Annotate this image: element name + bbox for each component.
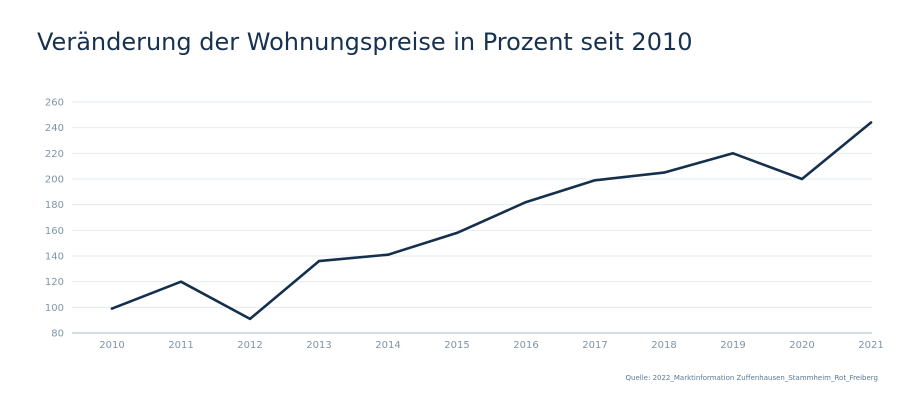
x-tick-label: 2020 [789, 340, 814, 351]
x-tick-label: 2012 [237, 340, 262, 351]
y-tick-label: 120 [45, 277, 64, 288]
data-point [386, 253, 390, 256]
x-tick-label: 2015 [444, 340, 469, 351]
data-point [317, 259, 321, 263]
x-tick-label: 2021 [858, 340, 883, 351]
data-point [455, 231, 459, 235]
data-point [593, 179, 597, 182]
x-axis-ticks: 2010 2011 2012 2013 2014 2015 2016 2017 2018 2019… [99, 340, 883, 351]
y-tick-label: 100 [45, 303, 64, 314]
chart-title: Veränderung der Wohnungspreise in Prozen… [37, 28, 693, 56]
y-tick-label: 220 [45, 149, 64, 160]
data-point [248, 317, 252, 321]
x-tick-label: 2014 [375, 340, 400, 351]
data-points [110, 121, 873, 321]
y-tick-label: 240 [45, 123, 64, 134]
data-point [731, 152, 735, 155]
x-tick-label: 2010 [99, 340, 124, 351]
x-tick-label: 2019 [720, 340, 745, 351]
x-tick-label: 2011 [168, 340, 193, 351]
data-point [869, 121, 873, 124]
data-point [662, 171, 666, 174]
data-point [800, 177, 804, 181]
y-tick-label: 140 [45, 252, 64, 263]
source-note: Quelle: 2022_Marktinformation Zuffenhaus… [625, 374, 878, 382]
y-tick-label: 80 [51, 329, 64, 340]
data-point [524, 200, 528, 204]
y-tick-label: 260 [45, 98, 64, 109]
y-tick-label: 160 [45, 226, 64, 237]
data-point [179, 280, 183, 283]
y-tick-label: 200 [45, 175, 64, 186]
gridlines [72, 101, 872, 308]
y-tick-label: 180 [45, 200, 64, 211]
data-point [110, 307, 114, 310]
x-tick-label: 2017 [582, 340, 607, 351]
y-axis-ticks: 80 100 120 140 160 180 200 220 240 260 [45, 98, 64, 340]
x-tick-label: 2016 [513, 340, 538, 351]
x-tick-label: 2013 [306, 340, 331, 351]
series-line [110, 121, 873, 321]
x-tick-label: 2018 [651, 340, 676, 351]
